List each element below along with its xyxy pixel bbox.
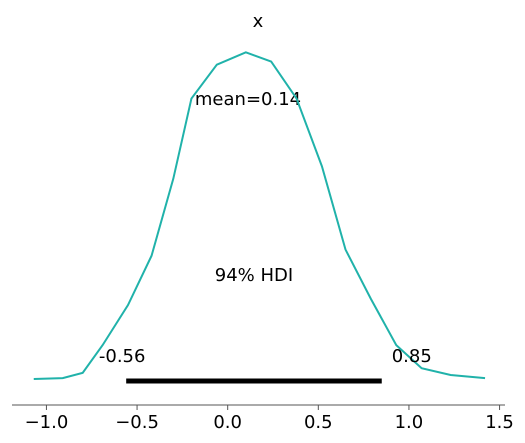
density-line (33, 51, 486, 380)
x-tick-label: 1.0 (395, 412, 424, 433)
hdi-low-label: -0.56 (99, 346, 146, 367)
x-tick-label: 0.5 (304, 412, 333, 433)
x-tick-label: 0.0 (213, 412, 242, 433)
x-tick-label: −1.0 (25, 412, 69, 433)
hdi-high-label: 0.85 (392, 346, 432, 367)
x-tick-label: 1.5 (485, 412, 514, 433)
x-tick-label: −0.5 (115, 412, 159, 433)
mean-annotation: mean=0.14 (195, 89, 301, 110)
hdi-label: 94% HDI (215, 265, 293, 286)
chart-title: x (253, 11, 264, 32)
